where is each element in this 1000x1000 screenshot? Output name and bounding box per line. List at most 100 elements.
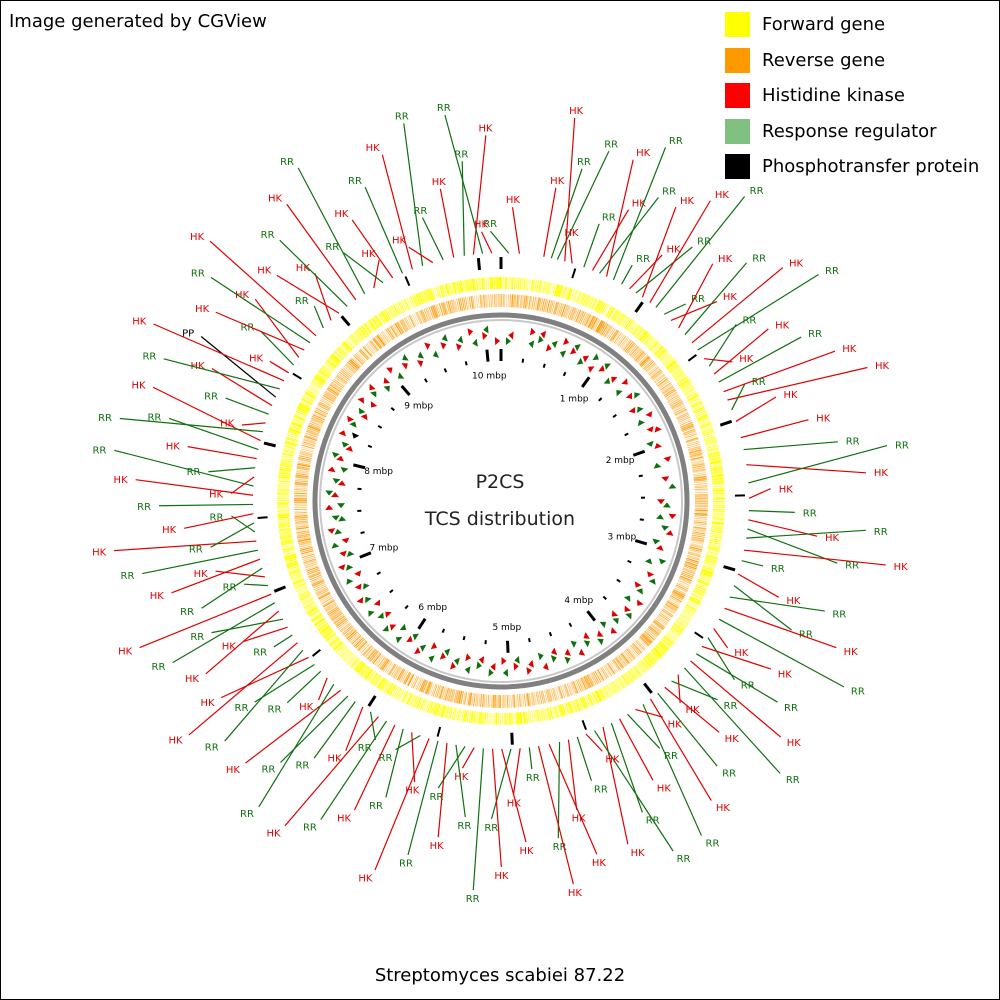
feature-leader-line xyxy=(403,123,424,266)
forward-gene-mark xyxy=(284,443,297,448)
feature-leader-line xyxy=(286,203,357,301)
feature-arrow xyxy=(588,366,595,373)
reverse-gene-mark xyxy=(677,581,690,588)
reverse-gene-mark xyxy=(566,683,572,696)
forward-gene-mark xyxy=(364,322,373,333)
reverse-gene-mark xyxy=(603,325,612,338)
feature-leader-line xyxy=(411,732,416,783)
forward-gene-mark xyxy=(495,712,498,725)
reverse-gene-mark xyxy=(684,562,698,568)
reverse-gene-mark xyxy=(329,384,341,393)
forward-gene-mark xyxy=(375,314,384,326)
forward-gene-mark xyxy=(493,277,496,290)
feature-leader-line xyxy=(591,209,630,271)
forward-gene-mark xyxy=(360,665,370,677)
reverse-gene-mark xyxy=(391,324,399,337)
feature-label: RR xyxy=(825,266,839,277)
ruler-tick-label: 7 mbp xyxy=(370,544,399,554)
feature-leader-line xyxy=(231,515,256,533)
feature-arrow xyxy=(636,588,643,595)
forward-gene-mark xyxy=(357,328,367,339)
forward-gene-mark xyxy=(712,519,725,522)
reverse-gene-mark xyxy=(295,523,309,527)
reverse-gene-mark xyxy=(659,612,671,621)
reverse-gene-mark xyxy=(400,319,409,332)
reverse-gene-mark xyxy=(463,297,467,311)
reverse-gene-mark xyxy=(624,341,634,352)
legend: Forward gene Reverse gene Histidine kina… xyxy=(725,7,979,185)
feature-arrow xyxy=(610,627,618,634)
reverse-gene-mark xyxy=(509,294,511,308)
reverse-gene-mark xyxy=(449,688,455,702)
feature-leader-line xyxy=(152,386,261,442)
reverse-gene-mark xyxy=(661,385,674,394)
forward-gene-mark xyxy=(300,596,313,603)
forward-gene-mark xyxy=(283,553,296,558)
reverse-gene-mark xyxy=(693,521,707,524)
forward-gene-mark xyxy=(397,301,405,313)
forward-gene-mark xyxy=(424,289,431,302)
reverse-gene-mark xyxy=(297,460,311,464)
forward-gene-mark xyxy=(456,281,461,294)
reverse-gene-mark xyxy=(435,304,441,318)
reverse-gene-mark xyxy=(690,542,704,548)
reverse-gene-mark xyxy=(298,540,312,545)
reverse-gene-mark xyxy=(693,475,707,479)
reverse-gene-mark xyxy=(599,322,608,335)
forward-gene-mark xyxy=(329,355,340,365)
forward-gene-mark xyxy=(458,280,463,293)
reverse-gene-mark xyxy=(693,479,707,482)
feature-label: RR xyxy=(295,296,309,307)
forward-gene-mark xyxy=(585,295,592,308)
forward-gene-mark xyxy=(642,657,653,668)
feature-leader-line xyxy=(602,726,629,845)
feature-label: RR xyxy=(646,816,660,827)
reverse-gene-mark xyxy=(463,691,468,705)
reverse-gene-mark xyxy=(478,693,481,707)
feature-leader-line xyxy=(244,583,268,587)
reverse-gene-mark xyxy=(491,694,493,708)
forward-gene-mark xyxy=(707,448,720,453)
forward-gene-mark xyxy=(607,307,615,319)
forward-gene-mark xyxy=(366,321,375,332)
forward-gene-mark xyxy=(490,712,492,725)
forward-gene-mark xyxy=(586,694,593,707)
forward-gene-mark xyxy=(277,491,290,494)
reverse-gene-mark xyxy=(679,575,693,582)
reverse-gene-mark xyxy=(328,608,341,617)
forward-gene-mark xyxy=(284,554,297,559)
reverse-gene-mark xyxy=(361,644,372,655)
feature-arrow xyxy=(574,344,581,352)
reverse-gene-mark xyxy=(295,526,309,530)
reverse-gene-mark xyxy=(303,437,317,443)
forward-gene-mark xyxy=(711,521,724,525)
feature-label: HK xyxy=(327,753,342,764)
reverse-gene-mark xyxy=(296,529,310,532)
feature-leader-line xyxy=(627,713,661,749)
feature-leader-line xyxy=(733,585,792,631)
feature-arrow xyxy=(542,662,549,671)
reverse-gene-mark xyxy=(629,345,640,357)
reverse-gene-mark xyxy=(691,534,705,538)
feature-arrow xyxy=(576,357,584,365)
forward-gene-mark xyxy=(387,683,395,695)
reverse-gene-mark xyxy=(321,396,334,404)
feature-leader-line xyxy=(353,724,396,811)
feature-label: RR xyxy=(187,467,201,478)
feature-label: HK xyxy=(494,871,509,882)
feature-label: RR xyxy=(92,445,106,456)
feature-leader-line xyxy=(114,540,257,552)
reverse-gene-mark xyxy=(680,573,693,580)
reverse-gene-mark xyxy=(615,333,624,345)
feature-label: RR xyxy=(280,157,294,168)
forward-gene-mark xyxy=(283,447,296,452)
reverse-gene-mark xyxy=(665,391,678,400)
backbone-circle xyxy=(312,312,690,690)
reverse-gene-mark xyxy=(359,642,369,653)
reverse-gene-mark xyxy=(307,425,321,432)
ruler-tick xyxy=(462,635,466,641)
forward-gene-mark xyxy=(413,294,420,306)
forward-gene-mark xyxy=(558,704,563,717)
forward-gene-mark xyxy=(603,305,611,317)
reverse-gene-mark xyxy=(521,295,524,309)
